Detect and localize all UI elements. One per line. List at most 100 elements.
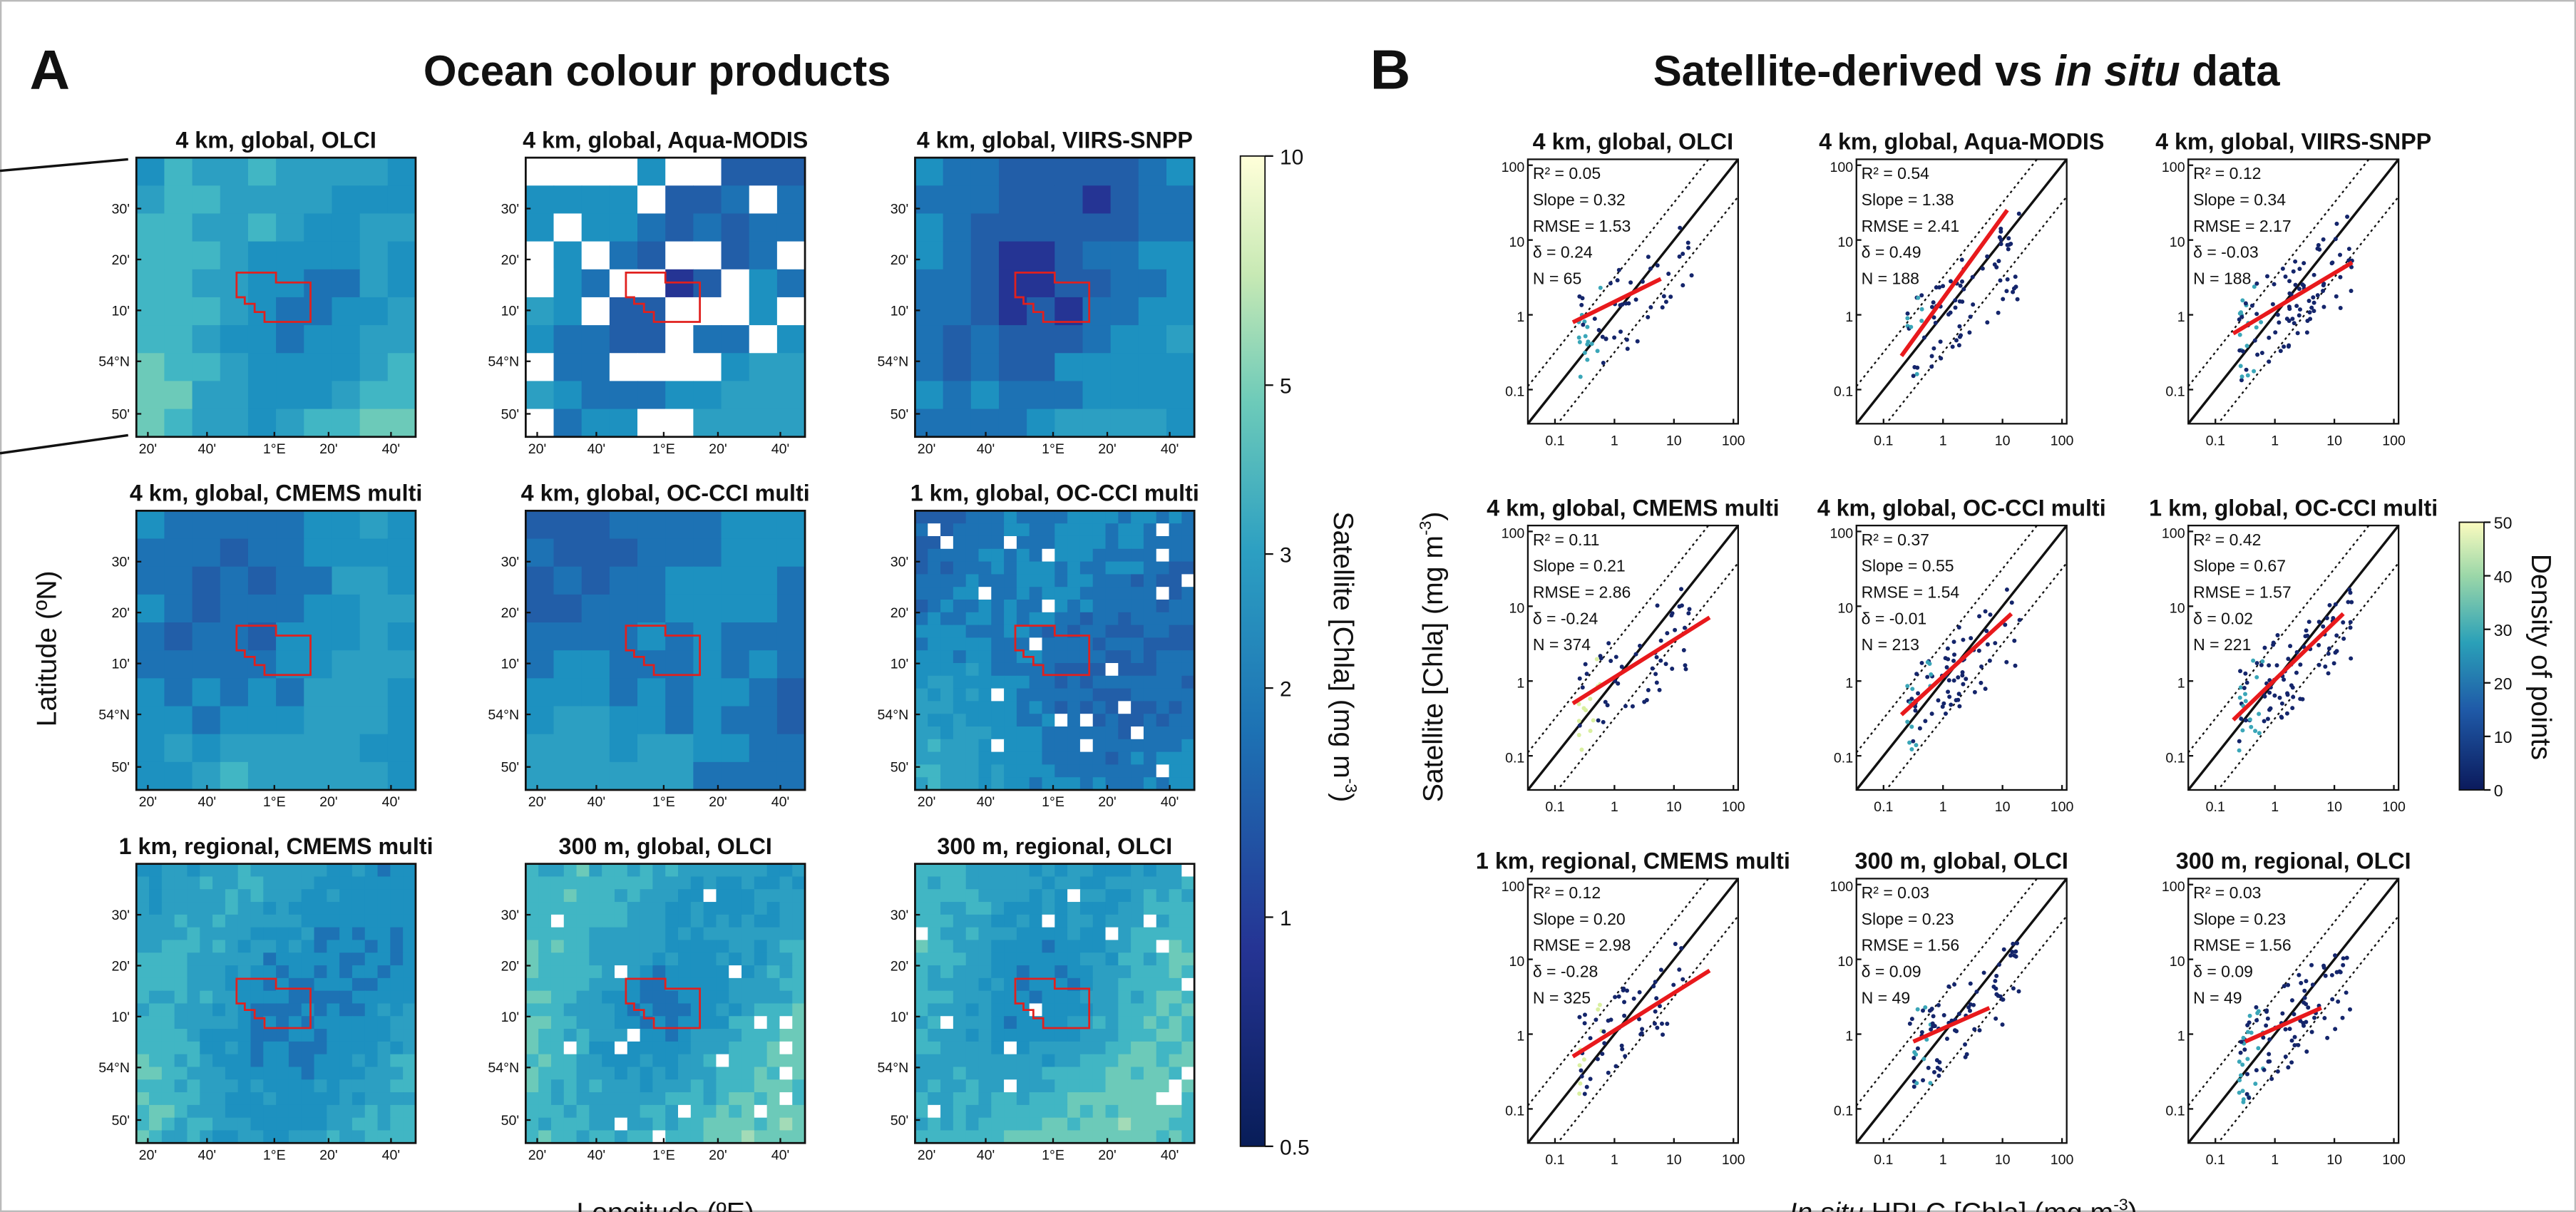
map-pixel [693, 242, 722, 270]
map-pixel [1093, 1003, 1106, 1016]
map-pixel [276, 902, 289, 915]
map-pixel [1054, 325, 1083, 354]
map-pixel [1139, 353, 1167, 381]
map-pixel [915, 889, 928, 902]
scatter-point [1996, 259, 2001, 263]
scatter-point [2254, 312, 2259, 316]
map-pixel [665, 539, 694, 568]
map-pixel [327, 952, 339, 965]
map-pixel [390, 1042, 403, 1054]
map-pixel [136, 213, 165, 242]
map-pixel [1042, 752, 1054, 765]
scatter-point [2006, 243, 2010, 247]
map-pixel [225, 1067, 238, 1079]
map-pixel [966, 915, 979, 928]
map-pixel [1054, 1042, 1067, 1054]
map-pixel [915, 965, 928, 978]
map-pixel [754, 978, 767, 991]
map-pixel [915, 676, 928, 689]
map-pixel [991, 1067, 1004, 1079]
map-pixel [1181, 876, 1194, 889]
map-pixel [564, 940, 577, 952]
scatter-point [2348, 1007, 2352, 1012]
map-pixel [716, 1003, 729, 1016]
scatter-point [1686, 611, 1690, 615]
map-pixel [212, 1079, 225, 1092]
map-pixel [615, 928, 627, 940]
map-pixel [136, 889, 149, 902]
map-pixel [365, 1003, 378, 1016]
map-pixel [589, 889, 602, 902]
map-pixel [577, 1130, 590, 1143]
map-pixel [742, 876, 754, 889]
map-pixel [602, 889, 615, 902]
map-pixel [1156, 1118, 1169, 1131]
map-pixel [1181, 991, 1194, 1004]
map-pixel [551, 902, 564, 915]
map-pixel [1156, 1067, 1169, 1079]
map-pixel [953, 952, 966, 965]
map-pixel [525, 510, 554, 539]
x-axis-label: In situ HPLC [Chla] (mg m-3) [1789, 1196, 2137, 1212]
map-pixel [554, 734, 583, 763]
map-pixel [212, 940, 225, 952]
map-pixel [276, 1067, 289, 1079]
map-pixel [1144, 612, 1156, 625]
map-pixel [1042, 714, 1054, 726]
map-pixel [360, 567, 389, 595]
map-pixel [212, 889, 225, 902]
map-pixel [749, 510, 778, 539]
map-pixel [1181, 536, 1194, 549]
map-pixel [1181, 1105, 1194, 1118]
map-pixel [978, 965, 991, 978]
map-pixel [360, 595, 389, 623]
stat-text: RMSE = 1.56 [2193, 936, 2292, 955]
map-pixel [991, 714, 1004, 726]
scatter-point [2290, 706, 2294, 710]
map-pixel [940, 739, 953, 752]
map-pixel [742, 1118, 754, 1131]
map-pixel [388, 185, 416, 214]
map-pixel [136, 325, 165, 354]
map-pixel [716, 1092, 729, 1105]
map-x-tick-label: 1°E [263, 1147, 286, 1163]
scatter-point [2239, 1073, 2243, 1077]
map-pixel [1131, 637, 1144, 650]
map-pixel [966, 739, 979, 752]
map-y-tick-label: 54°N [488, 707, 519, 723]
map-pixel [777, 381, 806, 409]
map-pixel [225, 1042, 238, 1054]
map-pixel [1093, 940, 1106, 952]
map-pixel [1017, 1079, 1030, 1092]
scatter-point [2286, 692, 2290, 697]
scatter-point [2297, 973, 2301, 977]
map-pixel [1054, 510, 1067, 523]
map-pixel [678, 1118, 691, 1131]
x-tick-label: 10 [1995, 1152, 2011, 1168]
map-pixel [640, 1092, 653, 1105]
map-pixel [1080, 991, 1093, 1004]
stat-text: N = 49 [1862, 988, 1910, 1007]
map-pixel [1181, 1130, 1194, 1143]
map-pixel [1067, 915, 1080, 928]
scatter-point [2321, 304, 2326, 309]
map-pixel [1131, 663, 1144, 676]
map-pixel [1118, 676, 1131, 689]
map-pixel [678, 1042, 691, 1054]
map-pixel [1030, 1079, 1042, 1092]
map-pixel [250, 1118, 263, 1131]
scatter-point [2237, 349, 2242, 353]
map-pixel [953, 940, 966, 952]
map-pixel [1156, 752, 1169, 765]
scatter-point [1638, 990, 1642, 995]
map-pixel [716, 1054, 729, 1067]
map-pixel [716, 1118, 729, 1131]
map-pixel [525, 1029, 538, 1042]
map-pixel [754, 902, 767, 915]
map-pixel [577, 991, 590, 1004]
map-pixel [978, 676, 991, 689]
map-pixel [1030, 612, 1042, 625]
map-pixel [302, 928, 314, 940]
map-pixel [1004, 965, 1017, 978]
scatter-point [2292, 1043, 2297, 1047]
